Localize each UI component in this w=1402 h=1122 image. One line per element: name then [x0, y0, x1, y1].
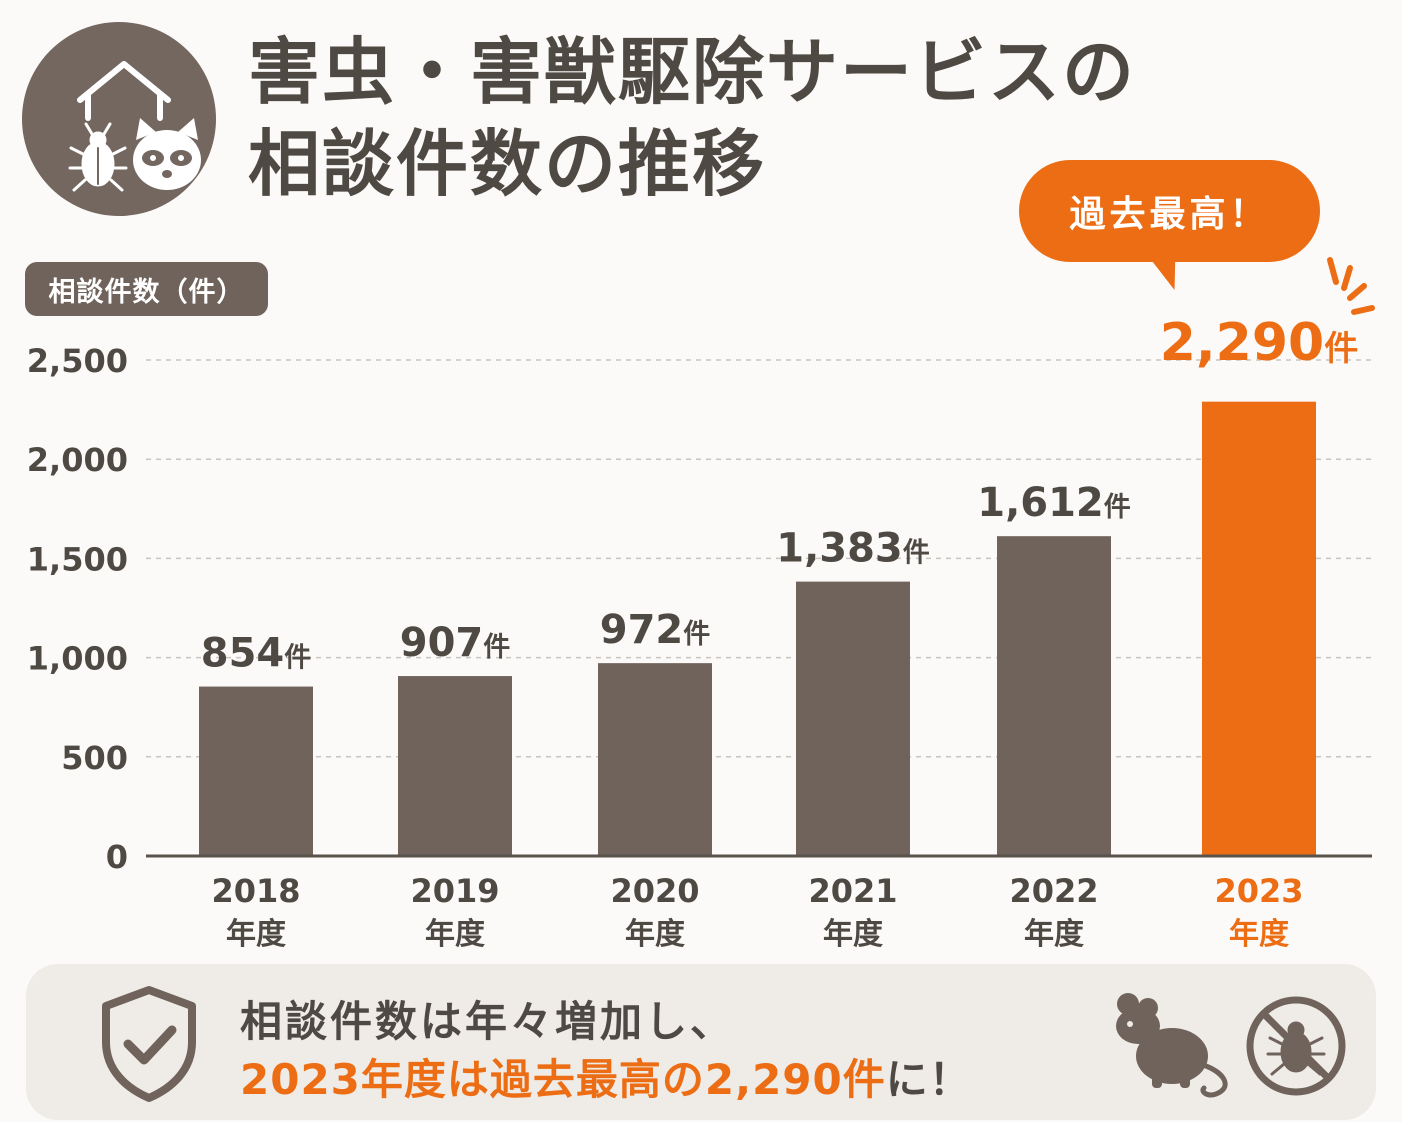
x-tick-suffix: 年度 — [625, 917, 685, 952]
bar-2020 — [598, 663, 712, 856]
bar-chart: 0 500 1,000 1,500 2,000 2,500 854件 2018 年度 907件 20… — [27, 313, 1372, 952]
bar-2023 — [1202, 401, 1316, 856]
x-tick-label: 2022 — [1009, 872, 1098, 910]
data-label-2018: 854件 — [201, 631, 312, 677]
bar-2019 — [398, 676, 512, 856]
y-tick-label: 2,000 — [27, 441, 128, 479]
data-label-2020: 972件 — [600, 607, 711, 653]
data-label-2022: 1,612件 — [977, 480, 1131, 526]
mouse-icon — [1116, 993, 1228, 1098]
x-tick-suffix: 年度 — [425, 917, 485, 952]
house-icon — [77, 61, 171, 121]
x-tick-suffix: 年度 — [823, 917, 883, 952]
y-tick-label: 1,000 — [27, 640, 128, 678]
summary-highlight: 2023年度は過去最高の2,290件 — [240, 1055, 886, 1104]
data-label-2019: 907件 — [400, 620, 511, 666]
data-label-2023: 2,290件 — [1160, 313, 1358, 373]
x-tick-label: 2018 — [211, 872, 300, 910]
title-line-1: 害虫・害獣駆除サービスの — [248, 30, 1137, 114]
y-tick-label: 0 — [106, 838, 128, 876]
summary-line-1: 相談件数は年々増加し、 — [240, 997, 736, 1046]
summary-line-2: 2023年度は過去最高の2,290件に！ — [240, 1046, 972, 1107]
bar-2018 — [199, 686, 313, 856]
y-tick-label: 1,500 — [27, 540, 128, 578]
x-tick-label: 2019 — [410, 872, 499, 910]
page-title: 害虫・害獣駆除サービスの 相談件数の推移 — [248, 26, 1136, 210]
shield-check-icon — [102, 986, 196, 1102]
x-tick-suffix: 年度 — [1024, 917, 1084, 952]
x-tick-suffix: 年度 — [1229, 917, 1289, 952]
title-line-2: 相談件数の推移 — [248, 122, 767, 206]
record-high-badge: 過去最高！ — [1019, 160, 1320, 262]
logo-circle — [22, 22, 216, 216]
y-axis-badge: 相談件数（件） — [25, 262, 268, 316]
bar-2022 — [997, 536, 1111, 856]
x-tick-label: 2020 — [610, 872, 699, 910]
no-bug-icon — [1246, 996, 1346, 1096]
bar-2021 — [796, 581, 910, 856]
x-tick-label: 2021 — [808, 872, 897, 910]
burst-lines-icon — [1327, 257, 1375, 315]
y-tick-label: 500 — [61, 739, 128, 777]
data-label-2021: 1,383件 — [776, 526, 930, 572]
summary-tail: に！ — [885, 1055, 972, 1104]
x-tick-label: 2023 — [1214, 872, 1303, 910]
y-tick-label: 2,500 — [27, 342, 128, 380]
summary-box: 相談件数は年々増加し、 2023年度は過去最高の2,290件に！ — [26, 964, 1376, 1120]
x-tick-suffix: 年度 — [226, 917, 286, 952]
raccoon-icon — [133, 118, 201, 190]
beetle-icon — [68, 122, 128, 192]
